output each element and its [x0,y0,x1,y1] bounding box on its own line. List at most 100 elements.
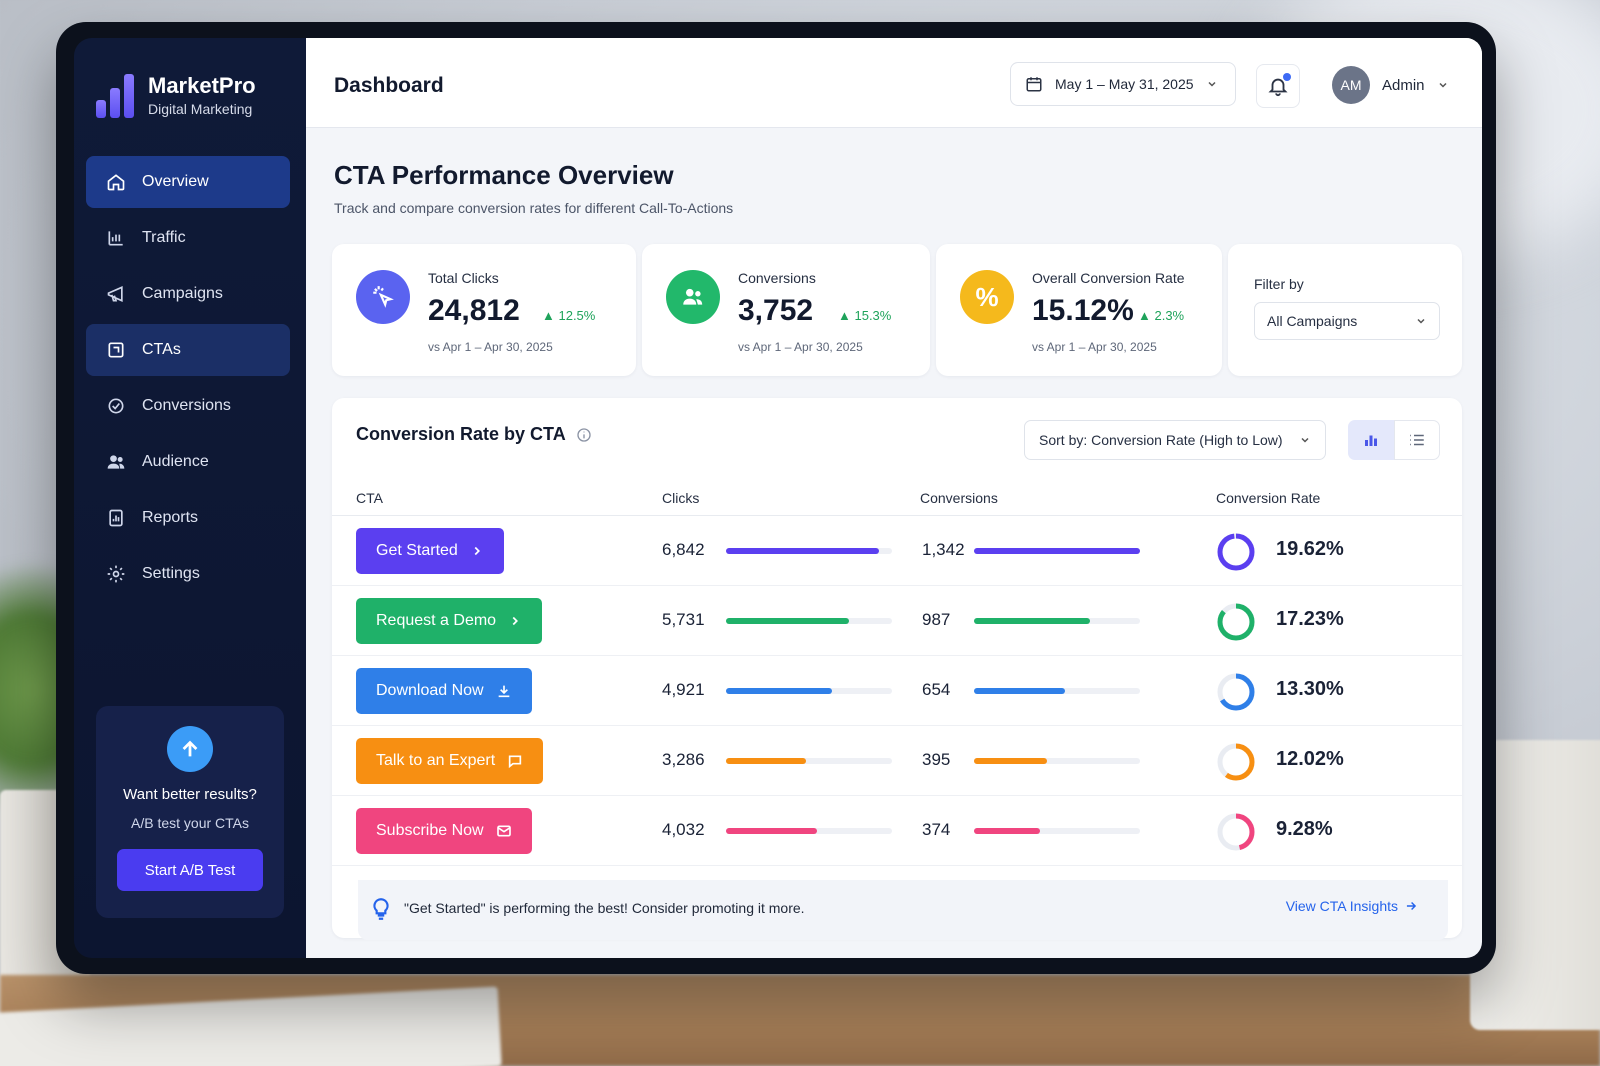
conversions-bar-fill [974,548,1140,554]
sort-select[interactable]: Sort by: Conversion Rate (High to Low) [1024,420,1326,460]
info-icon[interactable] [576,427,592,443]
sidebar-item-reports[interactable]: Reports [86,492,290,544]
percent-icon: % [960,270,1014,324]
sidebar-item-label: Traffic [142,229,186,246]
promo-subtitle: A/B test your CTAs [131,815,249,831]
kpi-delta: ▲ 12.5% [542,308,596,323]
cta-button[interactable]: Talk to an Expert [356,738,544,784]
clicks-value: 3,286 [662,750,705,769]
sidebar-item-label: Audience [142,453,209,470]
list-view-toggle[interactable] [1394,420,1440,460]
cta-label: Get Started [376,542,458,559]
sidebar-item-label: Campaigns [142,285,223,302]
table-header: CTA Clicks Conversions Conversion Rate [332,470,1462,516]
rate-donut [1217,813,1255,851]
promo-title: Want better results? [123,786,257,803]
filter-label: Filter by [1254,276,1304,292]
sidebar: MarketPro Digital Marketing Overview Tra… [74,38,306,958]
view-cta-insights-link[interactable]: View CTA Insights [1286,898,1418,914]
filter-card: Filter by All Campaigns [1228,244,1462,376]
download-icon [496,683,512,699]
conversion-rate-value: 19.62% [1276,538,1344,560]
cta-button[interactable]: Get Started [356,528,504,574]
clicks-bar [726,758,892,764]
column-header-conversion-rate[interactable]: Conversion Rate [1216,490,1321,506]
table-row: Talk to an Expert 3,286 395 12.02% [332,726,1462,796]
conversions-value: 1,342 [922,540,965,559]
kpi-card-total-clicks: Total Clicks 24,812 ▲ 12.5% vs Apr 1 – A… [332,244,636,376]
brand[interactable]: MarketPro Digital Marketing [96,72,256,118]
table-row: Download Now 4,921 654 13.30% [332,656,1462,726]
conversion-icon [108,398,124,414]
cta-button[interactable]: Request a Demo [356,598,543,644]
kpi-label: Total Clicks [428,270,499,286]
chevron-down-icon [1439,82,1447,88]
kpi-comparison: vs Apr 1 – Apr 30, 2025 [428,340,553,354]
sidebar-item-label: Settings [142,565,200,582]
kpi-delta: ▲ 15.3% [838,308,892,323]
date-range-picker[interactable]: May 1 – May 31, 2025 [1010,62,1236,106]
date-range-value: May 1 – May 31, 2025 [1055,76,1194,92]
clicks-bar [726,618,892,624]
conversions-bar [974,828,1140,834]
chevron-right-icon [470,544,484,558]
chevron-down-icon [1417,318,1425,324]
sidebar-item-conversions[interactable]: Conversions [86,380,290,432]
start-ab-test-button[interactable]: Start A/B Test [117,849,263,891]
kpi-label: Overall Conversion Rate [1032,270,1185,286]
sort-value: Sort by: Conversion Rate (High to Low) [1039,432,1283,448]
column-header-clicks[interactable]: Clicks [662,490,700,506]
arrow-right-icon [1406,901,1417,911]
sidebar-nav: Overview Traffic Campaigns CTAs Conversi… [86,156,290,604]
sidebar-item-ctas[interactable]: CTAs [86,324,290,376]
main-content: Dashboard May 1 – May 31, 2025 AM Admin … [306,38,1482,958]
conversion-rate-value: 17.23% [1276,608,1344,630]
sidebar-item-audience[interactable]: Audience [86,436,290,488]
list-icon [1410,434,1424,446]
cta-label: Talk to an Expert [376,752,496,769]
notifications-button[interactable] [1256,64,1300,108]
report-icon [109,509,123,527]
sidebar-item-label: CTAs [142,341,181,358]
campaign-filter-select[interactable]: All Campaigns [1254,302,1440,340]
sidebar-item-overview[interactable]: Overview [86,156,290,208]
brand-tagline: Digital Marketing [148,101,253,117]
cta-button[interactable]: Download Now [356,668,532,714]
cta-label: Subscribe Now [376,822,484,839]
section-title: CTA Performance Overview [334,160,674,190]
clicks-value: 4,032 [662,820,705,839]
conversions-value: 987 [922,610,951,629]
conversions-bar [974,548,1140,554]
sidebar-item-settings[interactable]: Settings [86,548,290,600]
clicks-value: 4,921 [662,680,705,699]
conversions-bar [974,758,1140,764]
bar-chart-icon [1365,435,1377,446]
notification-dot [1283,73,1291,81]
insight-text: "Get Started" is performing the best! Co… [404,900,805,916]
chart-view-toggle[interactable] [1348,420,1394,460]
clicks-bar-fill [726,688,833,694]
kpi-card-conversion-rate: % Overall Conversion Rate 15.12% ▲ 2.3% … [936,244,1222,376]
sidebar-item-label: Reports [142,509,199,526]
users-icon [666,270,720,324]
rate-donut [1217,533,1255,571]
column-header-cta[interactable]: CTA [356,490,383,506]
conversion-rate-value: 13.30% [1276,678,1344,700]
sidebar-item-campaigns[interactable]: Campaigns [86,268,290,320]
bar-chart-logo-icon [96,72,136,118]
conversions-value: 395 [922,750,951,769]
user-menu[interactable]: AM Admin [1332,66,1449,104]
kpi-value: 15.12% [1032,294,1134,327]
clicks-bar-fill [726,758,806,764]
kpi-delta: ▲ 2.3% [1138,308,1185,323]
conversion-rate-value: 9.28% [1276,818,1333,840]
conversions-bar-fill [974,758,1048,764]
table-row: Get Started 6,842 1,342 19.62% [332,516,1462,586]
ab-test-promo: Want better results? A/B test your CTAs … [96,706,284,918]
cta-label: Request a Demo [376,612,497,629]
sidebar-item-traffic[interactable]: Traffic [86,212,290,264]
cta-label: Download Now [376,682,484,699]
column-header-conversions[interactable]: Conversions [920,490,998,506]
cta-button[interactable]: Subscribe Now [356,808,532,854]
user-name: Admin [1382,76,1425,94]
